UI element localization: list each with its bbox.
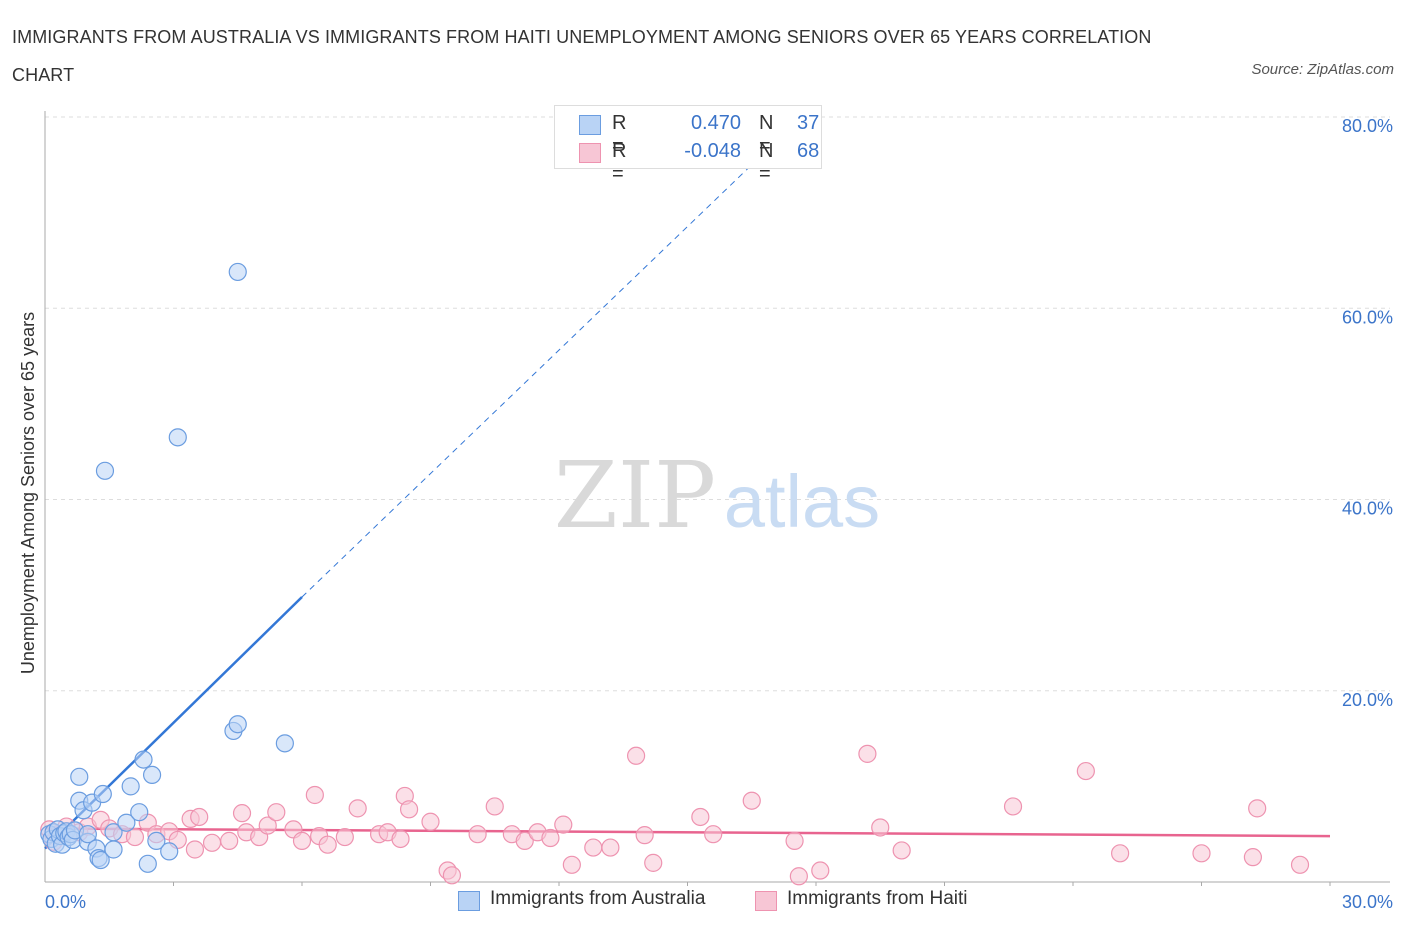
australia-swatch <box>579 115 601 135</box>
haiti-point <box>691 807 710 827</box>
haiti-point <box>442 866 462 885</box>
australia-point <box>93 784 112 804</box>
australia-point <box>95 461 115 480</box>
haiti-point <box>1243 848 1263 867</box>
y-tick-label: 80.0% <box>1342 116 1393 136</box>
haiti-point <box>1003 797 1023 816</box>
haiti-point <box>858 744 877 763</box>
haiti-point <box>421 812 440 831</box>
australia-point <box>104 823 123 842</box>
haiti-point <box>789 867 808 886</box>
haiti-point <box>391 829 410 849</box>
australia-point <box>78 825 97 844</box>
haiti-point <box>202 833 222 852</box>
australia-point <box>138 854 157 873</box>
haiti-point <box>305 785 324 805</box>
watermark-zip: ZIP <box>554 442 716 549</box>
haiti-point <box>635 826 654 845</box>
haiti-n-label: N = <box>759 140 774 185</box>
australia-point <box>134 750 153 769</box>
haiti-point <box>399 800 419 819</box>
australia-point <box>104 840 123 859</box>
y-axis-label: Unemployment Among Seniors over 65 years <box>18 312 38 674</box>
australia-point <box>142 765 162 785</box>
watermark-atlas: atlas <box>724 460 880 543</box>
haiti-point <box>267 803 286 822</box>
haiti-point <box>335 827 354 847</box>
haiti-point <box>348 799 367 818</box>
x-tick-label: 30.0% <box>1342 892 1393 912</box>
australia-r-value: 0.470 <box>690 112 741 134</box>
haiti-point <box>515 831 534 850</box>
axes <box>44 111 1390 886</box>
haiti-point <box>704 825 723 844</box>
haiti-point <box>785 831 804 850</box>
haiti-point <box>1248 799 1267 818</box>
haiti-point <box>220 831 239 850</box>
haiti-point <box>485 797 504 816</box>
australia-n-value: 37 <box>797 112 820 134</box>
haiti-point <box>584 838 603 857</box>
haiti-point <box>644 853 663 872</box>
y-tick-label: 20.0% <box>1342 690 1393 710</box>
haiti-swatch <box>579 143 601 163</box>
haiti-points <box>40 744 1310 886</box>
haiti-point <box>185 840 205 859</box>
haiti-point <box>292 831 312 850</box>
haiti-point <box>541 828 560 848</box>
haiti-point <box>1076 761 1095 781</box>
australia-point <box>70 767 89 786</box>
haiti-point <box>626 746 646 765</box>
x-tick-label: 0.0% <box>45 892 86 912</box>
stats-legend: R = 0.470 N = 37 R = -0.048 N = 68 <box>554 105 822 185</box>
haiti-n-value: 68 <box>797 140 820 162</box>
haiti-point <box>1192 844 1211 863</box>
grid <box>45 116 1390 692</box>
australia-point <box>121 777 140 796</box>
haiti-r-value: -0.048 <box>684 140 741 162</box>
australia-r-label: R = <box>612 112 627 157</box>
haiti-point <box>190 807 209 827</box>
haiti-point <box>562 855 581 874</box>
australia-trend-extension <box>301 164 753 598</box>
haiti-point <box>1290 855 1310 874</box>
haiti-point <box>601 838 620 857</box>
australia-legend-label: Immigrants from Australia <box>490 888 706 909</box>
australia-point <box>275 734 294 753</box>
haiti-point <box>742 791 761 810</box>
australia-point <box>160 842 179 861</box>
australia-points <box>40 262 294 873</box>
haiti-point <box>232 804 252 823</box>
haiti-legend-swatch <box>755 891 777 911</box>
haiti-point <box>554 815 573 834</box>
haiti-point <box>892 841 911 860</box>
haiti-point <box>125 827 145 847</box>
haiti-r-label: R = <box>612 140 627 185</box>
haiti-point <box>468 825 487 844</box>
australia-n-label: N = <box>759 112 774 157</box>
y-tick-label: 40.0% <box>1342 499 1393 519</box>
australia-point <box>117 813 136 832</box>
haiti-point <box>811 861 830 880</box>
australia-point <box>91 850 110 870</box>
haiti-point <box>318 835 337 854</box>
source-label: Source: ZipAtlas.com <box>1251 61 1394 78</box>
australia-point <box>168 428 187 447</box>
haiti-point <box>871 818 890 837</box>
haiti-point <box>1111 844 1130 863</box>
australia-point <box>228 715 247 734</box>
haiti-point <box>258 816 277 835</box>
tick-labels: 20.0% 40.0% 60.0% 80.0% 0.0% 30.0% <box>45 116 1393 912</box>
australia-point <box>130 803 149 822</box>
y-tick-label: 60.0% <box>1342 307 1393 327</box>
australia-point <box>147 831 166 850</box>
australia-point <box>228 262 247 282</box>
chart-title: IMMIGRANTS FROM AUSTRALIA VS IMMIGRANTS … <box>12 27 1152 85</box>
australia-legend-swatch <box>458 891 480 911</box>
haiti-legend-label: Immigrants from Haiti <box>787 888 968 909</box>
